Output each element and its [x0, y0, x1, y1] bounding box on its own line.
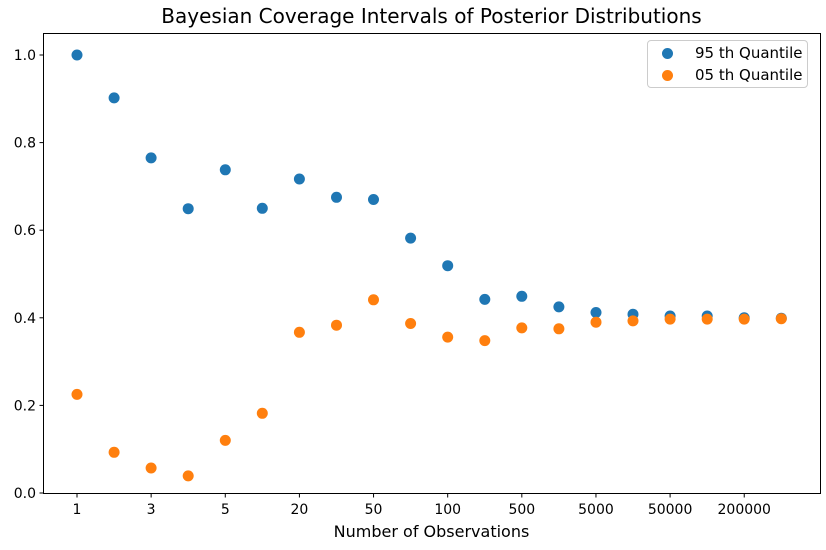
data-point-05th [738, 313, 750, 325]
legend-item-95th-quantile: 95 th Quantile [648, 42, 807, 64]
data-point-95th [479, 293, 491, 305]
data-point-05th [701, 313, 713, 325]
data-point-95th [553, 301, 565, 313]
data-point-05th [293, 326, 305, 338]
y-tick-label: 0.6 [14, 223, 36, 239]
y-tick-label: 0.2 [14, 398, 36, 414]
x-tick-label: 50000 [648, 502, 693, 518]
data-point-05th [405, 318, 417, 329]
data-point-95th [145, 152, 157, 164]
data-point-95th [219, 164, 231, 176]
data-point-05th [108, 446, 120, 458]
y-tick-label: 0.0 [14, 486, 36, 502]
legend-marker-05th-icon [662, 69, 673, 81]
data-point-05th [331, 319, 342, 331]
legend-label-05th: 05 th Quantile [695, 66, 803, 84]
x-axis-label: Number of Observations [333, 522, 530, 541]
data-point-05th [442, 331, 454, 343]
data-point-05th [590, 316, 602, 328]
x-tick-label: 5 [221, 502, 230, 518]
data-point-05th [145, 462, 157, 474]
plot-border [43, 33, 821, 494]
legend-item-05th-quantile: 05 th Quantile [648, 64, 807, 86]
data-point-95th [516, 290, 528, 302]
data-point-95th [256, 202, 268, 214]
data-point-95th [293, 173, 305, 185]
legend: 95 th Quantile 05 th Quantile [647, 40, 808, 88]
data-point-95th [590, 307, 602, 318]
data-point-05th [71, 388, 83, 400]
x-tick-label: 20 [290, 502, 308, 518]
x-tick-label: 3 [147, 502, 156, 518]
data-point-95th [368, 194, 379, 205]
x-tick-label: 5000 [578, 502, 614, 518]
chart-title: Bayesian Coverage Intervals of Posterior… [161, 4, 702, 28]
data-point-05th [775, 313, 787, 325]
legend-label-95th: 95 th Quantile [695, 44, 803, 62]
x-tick-label: 100 [434, 502, 461, 518]
x-tick-label: 500 [508, 502, 535, 518]
data-point-95th [182, 203, 194, 215]
data-point-05th [553, 323, 565, 335]
x-tick-label: 1 [73, 502, 82, 518]
y-tick-label: 0.8 [14, 136, 36, 152]
y-tick-label: 1.0 [14, 48, 36, 64]
data-point-05th [368, 294, 379, 306]
x-tick-label: 200000 [718, 502, 771, 518]
data-point-05th [479, 335, 491, 347]
data-point-95th [442, 260, 454, 272]
data-point-05th [664, 313, 676, 325]
data-point-95th [108, 92, 120, 104]
data-point-05th [627, 315, 639, 327]
data-point-05th [219, 434, 231, 446]
data-point-05th [516, 322, 528, 334]
data-point-95th [405, 232, 417, 244]
data-point-95th [331, 191, 342, 203]
data-point-05th [182, 470, 194, 482]
data-point-05th [256, 407, 268, 419]
data-point-95th [71, 49, 83, 61]
x-tick-label: 50 [365, 502, 383, 518]
y-tick-label: 0.4 [14, 311, 36, 327]
legend-marker-95th-icon [662, 47, 673, 59]
